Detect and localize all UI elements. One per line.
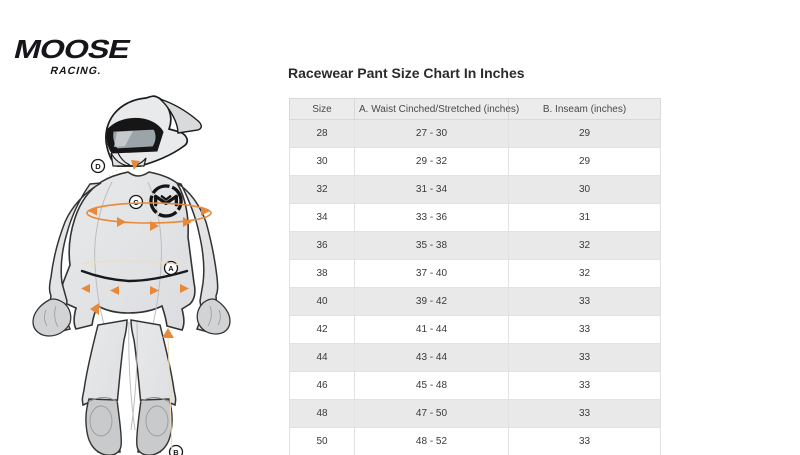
svg-text:A: A (168, 264, 174, 273)
svg-text:B: B (173, 448, 179, 455)
svg-text:D: D (95, 162, 101, 171)
